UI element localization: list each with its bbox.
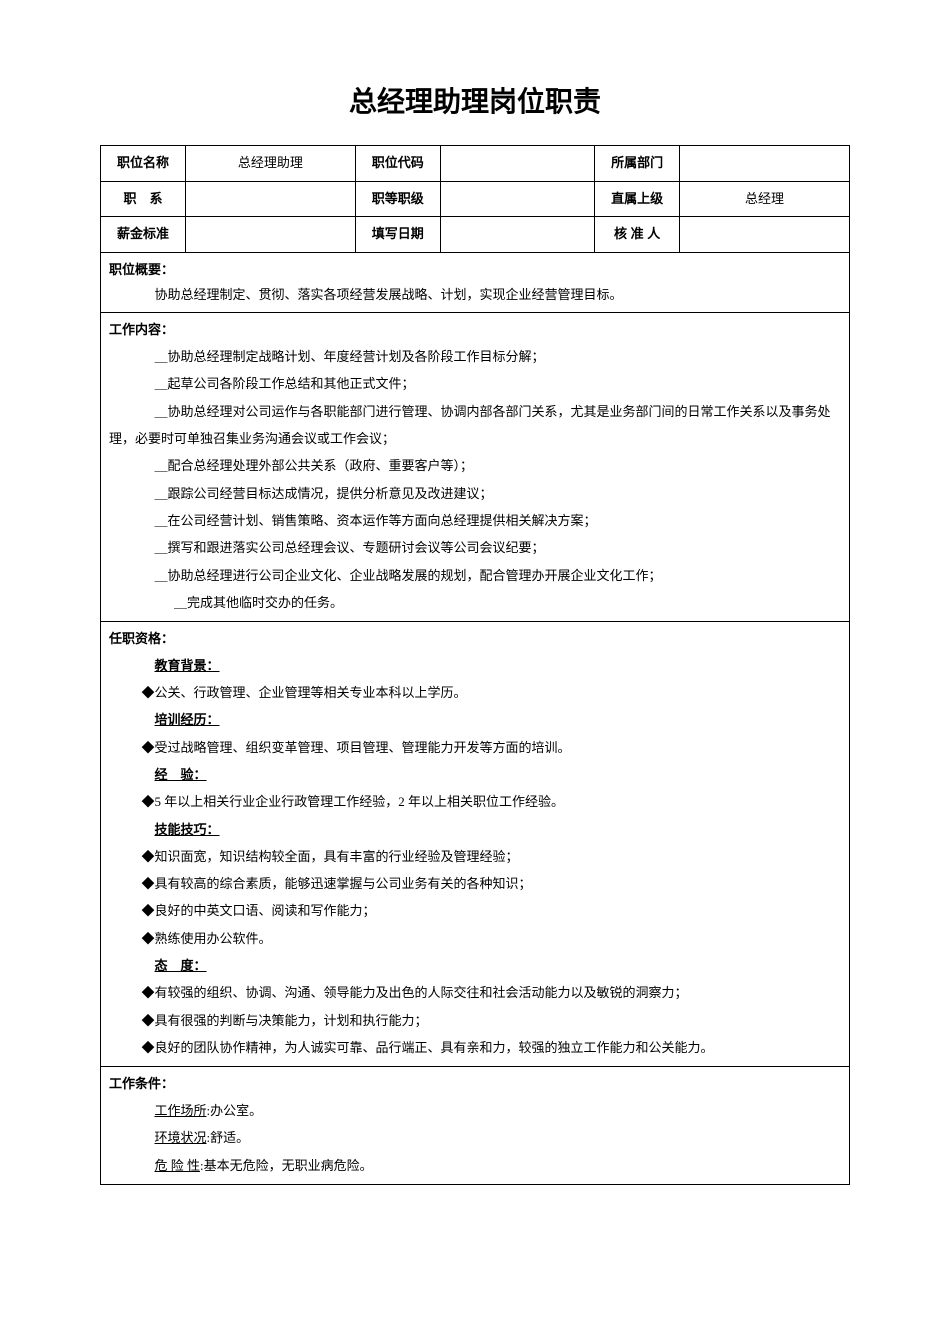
- header-value: [680, 217, 850, 253]
- qualifications-cell: 任职资格： 教育背景：◆公关、行政管理、企业管理等相关专业本科以上学历。培训经历…: [101, 622, 850, 1067]
- qualification-item: ◆具有较高的综合素质，能够迅速掌握与公司业务有关的各种知识；: [109, 870, 841, 897]
- header-row: 薪金标准 填写日期 核 准 人: [101, 217, 850, 253]
- overview-text: 协助总经理制定、贯彻、落实各项经营发展战略、计划，实现企业经营管理目标。: [109, 283, 841, 308]
- qualification-item: ◆受过战略管理、组织变革管理、项目管理、管理能力开发等方面的培训。: [109, 734, 841, 761]
- qualification-item: ◆5 年以上相关行业企业行政管理工作经验，2 年以上相关职位工作经验。: [109, 788, 841, 815]
- header-value: [185, 217, 355, 253]
- job-description-table: 职位名称总经理助理职位代码 所属部门职 系 职等职级 直属上级总经理薪金标准 填写日期 核…: [100, 145, 850, 1185]
- document-title: 总经理助理岗位职责: [100, 80, 850, 120]
- work-item: ＿配合总经理处理外部公共关系（政府、重要客户等）；: [155, 452, 842, 479]
- header-value: [440, 146, 594, 182]
- header-value: 总经理助理: [185, 146, 355, 182]
- header-label: 职等职级: [355, 181, 440, 217]
- qualification-item: ◆知识面宽，知识结构较全面，具有丰富的行业经验及管理经验；: [109, 843, 841, 870]
- qualification-heading: 经 验：: [109, 761, 841, 788]
- header-label: 填写日期: [355, 217, 440, 253]
- header-label: 薪金标准: [101, 217, 186, 253]
- header-value: [440, 217, 594, 253]
- qualifications-label: 任职资格：: [109, 627, 841, 652]
- work-conditions-label: 工作条件：: [109, 1072, 841, 1097]
- work-item: ＿完成其他临时交办的任务。: [109, 589, 841, 616]
- qualification-item: ◆具有很强的判断与决策能力，计划和执行能力；: [109, 1007, 841, 1034]
- header-row: 职 系 职等职级 直属上级总经理: [101, 181, 850, 217]
- qualification-item: ◆熟练使用办公软件。: [109, 925, 841, 952]
- work-item: ＿跟踪公司经营目标达成情况，提供分析意见及改进建议；: [155, 480, 842, 507]
- work-item: ＿协助总经理进行公司企业文化、企业战略发展的规划，配合管理办开展企业文化工作；: [155, 562, 842, 589]
- work-item: ＿起草公司各阶段工作总结和其他正式文件；: [155, 370, 842, 397]
- condition-item: 危 险 性:基本无危险，无职业病危险。: [109, 1152, 841, 1179]
- condition-item: 工作场所:办公室。: [109, 1097, 841, 1124]
- header-value: 总经理: [680, 181, 850, 217]
- header-label: 核 准 人: [595, 217, 680, 253]
- condition-item: 环境状况:舒适。: [109, 1124, 841, 1151]
- header-label: 职位代码: [355, 146, 440, 182]
- work-item: ＿撰写和跟进落实公司总经理会议、专题研讨会议等公司会议纪要；: [155, 534, 842, 561]
- qualification-item: ◆良好的中英文口语、阅读和写作能力；: [109, 897, 841, 924]
- qualification-item: ◆有较强的组织、协调、沟通、领导能力及出色的人际交往和社会活动能力以及敏锐的洞察…: [109, 979, 841, 1006]
- qualification-heading: 技能技巧：: [109, 816, 841, 843]
- overview-cell: 职位概要： 协助总经理制定、贯彻、落实各项经营发展战略、计划，实现企业经营管理目…: [101, 253, 850, 313]
- work-content-label: 工作内容：: [109, 318, 841, 343]
- work-content-cell: 工作内容： ＿协助总经理制定战略计划、年度经营计划及各阶段工作目标分解；＿起草公…: [101, 313, 850, 622]
- header-label: 所属部门: [595, 146, 680, 182]
- work-item: ＿协助总经理制定战略计划、年度经营计划及各阶段工作目标分解；: [155, 343, 842, 370]
- header-label: 职 系: [101, 181, 186, 217]
- qualification-heading: 培训经历：: [109, 706, 841, 733]
- work-item: ＿在公司经营计划、销售策略、资本运作等方面向总经理提供相关解决方案；: [155, 507, 842, 534]
- qualification-heading: 态 度：: [109, 952, 841, 979]
- header-value: [440, 181, 594, 217]
- work-item: ＿协助总经理对公司运作与各职能部门进行管理、协调内部各部门关系，尤其是业务部门间…: [109, 398, 841, 453]
- qualification-item: ◆公关、行政管理、企业管理等相关专业本科以上学历。: [109, 679, 841, 706]
- header-label: 直属上级: [595, 181, 680, 217]
- qualification-heading: 教育背景：: [109, 652, 841, 679]
- header-value: [185, 181, 355, 217]
- header-label: 职位名称: [101, 146, 186, 182]
- header-value: [680, 146, 850, 182]
- work-conditions-cell: 工作条件： 工作场所:办公室。环境状况:舒适。危 险 性:基本无危险，无职业病危…: [101, 1067, 850, 1185]
- header-row: 职位名称总经理助理职位代码 所属部门: [101, 146, 850, 182]
- qualification-item: ◆良好的团队协作精神，为人诚实可靠、品行端正、具有亲和力，较强的独立工作能力和公…: [109, 1034, 841, 1061]
- overview-label: 职位概要：: [109, 258, 841, 283]
